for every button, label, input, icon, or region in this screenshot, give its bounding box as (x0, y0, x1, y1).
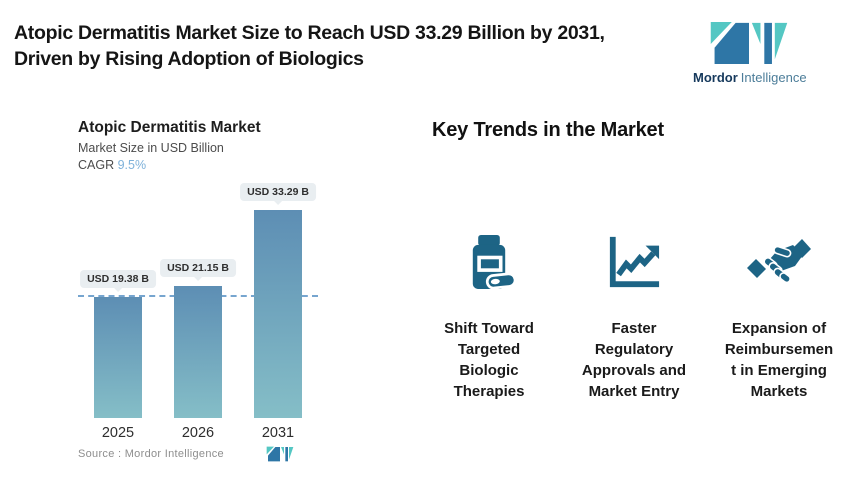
trend-label: Shift Toward Targeted Biologic Therapies (444, 320, 534, 400)
cagr-label: CAGR (78, 158, 115, 172)
trend-item-approvals: Faster Regulatory Approvals and Market E… (565, 230, 703, 402)
brand-name-bold: Mordor (693, 70, 738, 85)
bar-value-badge: USD 19.38 B (80, 270, 156, 288)
bar-chart: USD 19.38 B 2025 USD 21.15 B 2026 USD 33… (78, 182, 318, 441)
x-tick-label: 2025 (101, 425, 135, 441)
trend-label: Faster Regulatory Approvals and Market E… (581, 320, 687, 400)
chart-title: Atopic Dermatitis Market (78, 119, 261, 136)
trend-item-biologics: Shift Toward Targeted Biologic Therapies (420, 230, 558, 402)
brand-name: Mordor Intelligence (693, 70, 807, 85)
x-tick-label: 2031 (261, 425, 295, 441)
key-trends-heading: Key Trends in the Market (432, 119, 664, 141)
trend-label: Expansion of Reimbursemen t in Emerging … (724, 320, 834, 400)
bar-2025 (94, 297, 142, 418)
source-note: Source : Mordor Intelligence (78, 448, 224, 460)
chart-source-row: Source : Mordor Intelligence (78, 446, 294, 462)
bar-value-badge: USD 33.29 B (240, 183, 316, 201)
bar-value-badge: USD 21.15 B (160, 259, 236, 277)
page-title: Atopic Dermatitis Market Size to Reach U… (14, 22, 605, 70)
growth-chart-icon (609, 236, 660, 288)
brand-logo: Mordor Intelligence (693, 21, 807, 85)
pill-bottle-icon (472, 235, 516, 290)
bar-2031 (254, 210, 302, 418)
bar-group-2026: USD 21.15 B 2026 (160, 182, 236, 441)
bar-group-2025: USD 19.38 B 2025 (80, 182, 156, 441)
key-trends-row: Shift Toward Targeted Biologic Therapies… (420, 230, 848, 402)
x-tick-label: 2026 (181, 425, 215, 441)
cagr-value: 9.5% (117, 158, 147, 172)
trend-item-reimbursement: Expansion of Reimbursemen t in Emerging … (710, 230, 848, 402)
chart-cagr: CAGR 9.5% (78, 158, 146, 172)
handshake-icon (747, 239, 811, 284)
bar-2026 (174, 286, 222, 418)
bar-group-2031: USD 33.29 B 2031 (240, 182, 316, 441)
brand-name-light: Intelligence (740, 70, 807, 85)
chart-subtitle: Market Size in USD Billion (78, 141, 224, 155)
mordor-logo-mini-icon (266, 446, 294, 462)
mordor-logo-icon (710, 21, 788, 65)
